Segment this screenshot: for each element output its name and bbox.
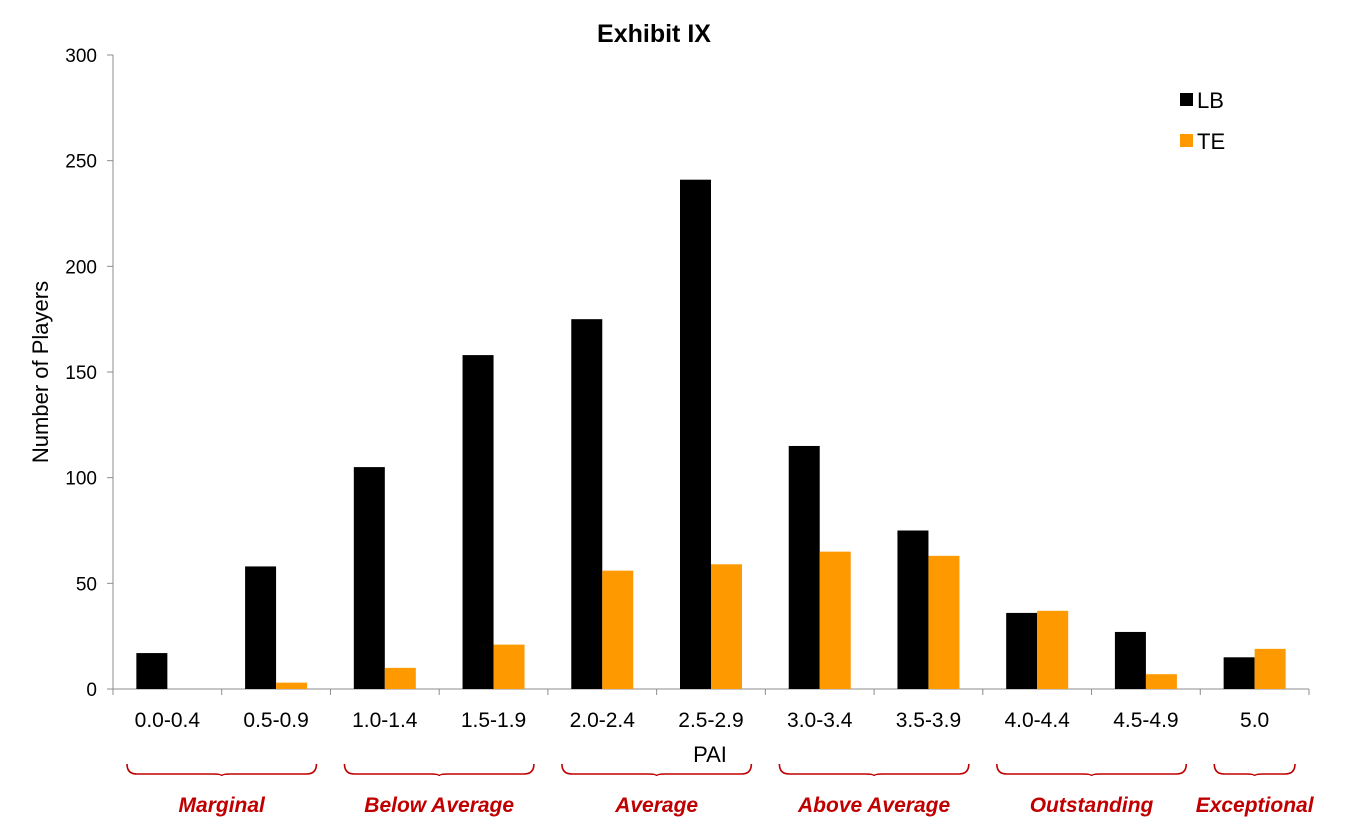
bar-te	[1254, 648, 1286, 689]
group-brace	[126, 763, 318, 777]
x-tick-label: 0.5-0.9	[243, 709, 308, 732]
group-brace	[561, 763, 753, 777]
bar-lb	[571, 319, 603, 689]
x-tick-label: 0.0-0.4	[135, 709, 201, 732]
bar-lb	[1114, 631, 1146, 689]
bar-lb	[1223, 657, 1255, 689]
x-tick-label: 1.5-1.9	[461, 709, 526, 732]
y-tick-label: 50	[76, 574, 97, 595]
y-tick-label: 0	[86, 680, 97, 701]
x-tick-label: 2.0-2.4	[570, 709, 636, 732]
legend-label: LB	[1197, 88, 1224, 113]
x-tick-label: 4.5-4.9	[1113, 709, 1178, 732]
group-label: Outstanding	[1030, 794, 1154, 817]
y-tick-label: 300	[65, 46, 97, 67]
group-brace	[1213, 763, 1296, 777]
group-label: Marginal	[179, 794, 267, 817]
bar-te	[276, 682, 308, 689]
y-axis-label: Number of Players	[28, 281, 53, 463]
group-label: Above Average	[797, 794, 950, 817]
group-brace	[778, 763, 970, 777]
y-tick-label: 100	[65, 469, 97, 490]
y-tick-label: 200	[65, 257, 97, 278]
x-tick-label: 4.0-4.4	[1004, 709, 1070, 732]
group-brace	[996, 763, 1188, 777]
legend-swatch	[1180, 134, 1193, 147]
group-label: Average	[614, 794, 698, 817]
bar-lb	[245, 566, 277, 689]
bar-lb	[353, 467, 385, 689]
bar-lb	[136, 653, 168, 689]
bar-lb	[1006, 612, 1038, 689]
bar-te	[711, 564, 742, 689]
bar-lb	[897, 530, 929, 689]
x-tick-label: 3.0-3.4	[787, 709, 853, 732]
y-tick-label: 250	[65, 152, 97, 173]
y-tick-label: 150	[65, 363, 97, 384]
group-label: Exceptional	[1196, 794, 1315, 817]
x-tick-label: 1.0-1.4	[352, 709, 418, 732]
bar-te	[493, 644, 525, 689]
bar-te	[819, 551, 851, 689]
bar-lb	[680, 179, 711, 690]
legend-label: TE	[1197, 129, 1225, 154]
legend-swatch	[1180, 93, 1193, 106]
group-label: Below Average	[364, 794, 514, 817]
x-tick-label: 5.0	[1240, 709, 1269, 732]
bar-lb	[462, 355, 494, 689]
x-tick-label: 3.5-3.9	[896, 709, 961, 732]
bar-te	[384, 667, 416, 689]
bar-te	[602, 570, 634, 689]
bar-te	[928, 555, 960, 689]
chart-title: Exhibit IX	[597, 20, 711, 48]
bar-lb	[788, 445, 820, 689]
group-brace	[343, 763, 535, 777]
bar-te	[1037, 610, 1069, 689]
bar-te	[1145, 674, 1177, 689]
x-tick-label: 2.5-2.9	[678, 709, 743, 732]
x-axis-label: PAI	[693, 742, 727, 767]
